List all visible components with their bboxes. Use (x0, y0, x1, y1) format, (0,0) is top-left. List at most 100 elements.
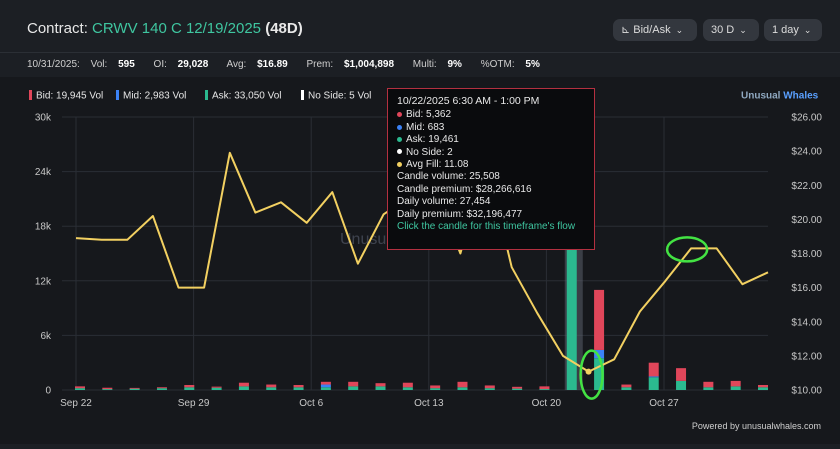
x-tick-label: Sep 22 (60, 398, 92, 409)
bar-bid[interactable] (676, 368, 686, 381)
bar-ask[interactable] (212, 388, 222, 390)
bar-ask[interactable] (430, 388, 440, 390)
bar-ask[interactable] (403, 387, 413, 390)
y-right-tick-label: $20.00 (791, 215, 822, 226)
x-tick-label: Oct 6 (299, 398, 323, 409)
bar-bid[interactable] (758, 385, 768, 387)
bar-ask[interactable] (512, 389, 522, 390)
bar-ask[interactable] (321, 387, 331, 390)
bar-ask[interactable] (348, 386, 358, 390)
y-right-tick-label: $22.00 (791, 181, 822, 192)
bar-ask[interactable] (102, 389, 112, 390)
tooltip-daily-volume: Daily volume: 27,454 (397, 196, 585, 208)
bar-bid[interactable] (75, 386, 85, 388)
tooltip-cta[interactable]: Click the candle for this timeframe's fl… (397, 221, 585, 233)
bar-bid[interactable] (321, 382, 331, 385)
bar-ask[interactable] (676, 381, 686, 390)
chart-type-dropdown[interactable]: ⊾ Bid/Ask⌄ (613, 19, 697, 41)
bar-bid[interactable] (430, 385, 440, 388)
prem-value: $1,004,898 (344, 59, 394, 70)
mid-dot-icon (397, 125, 402, 130)
bar-ask[interactable] (157, 388, 167, 390)
vol-label: Vol: (91, 59, 108, 70)
x-tick-label: Oct 20 (532, 398, 562, 409)
legend-noside-label[interactable]: No Side: 5 Vol (308, 91, 371, 102)
bar-bid[interactable] (157, 387, 167, 388)
bar-ask[interactable] (294, 387, 304, 390)
legend-ask-label[interactable]: Ask: 33,050 Vol (212, 91, 282, 102)
multi-value: 9% (447, 59, 461, 70)
bar-ask[interactable] (130, 389, 140, 390)
otm-value: 5% (525, 59, 539, 70)
y-left-tick-label: 6k (40, 331, 52, 342)
bar-bid[interactable] (376, 383, 386, 386)
chart-icon: ⊾ (621, 24, 630, 36)
chevron-down-icon: ⌄ (739, 25, 747, 35)
bar-ask[interactable] (239, 386, 249, 390)
y-right-tick-label: $18.00 (791, 249, 822, 260)
multi-label: Multi: (413, 59, 437, 70)
bar-bid[interactable] (184, 385, 194, 387)
bar-bid[interactable] (457, 382, 467, 387)
bar-bid[interactable] (348, 382, 358, 387)
legend-ask-swatch (205, 90, 208, 100)
y-right-tick-label: $14.00 (791, 317, 822, 328)
bar-ask[interactable] (731, 386, 741, 390)
bar-ask[interactable] (457, 387, 467, 390)
brand-name-1: Unusual (741, 91, 781, 102)
bar-bid[interactable] (212, 387, 222, 388)
bar-ask[interactable] (184, 387, 194, 390)
y-left-tick-label: 24k (35, 167, 52, 178)
bar-bid[interactable] (102, 388, 112, 389)
bar-bid[interactable] (539, 386, 549, 389)
bar-bid[interactable] (594, 290, 604, 350)
range-label: 30 D (711, 24, 734, 36)
bar-bid[interactable] (266, 385, 276, 388)
bar-bid[interactable] (621, 385, 631, 388)
legend-bid-label[interactable]: Bid: 19,945 Vol (36, 91, 103, 102)
prem-label: Prem: (307, 59, 334, 70)
y-left-tick-label: 30k (35, 113, 52, 124)
bar-bid[interactable] (485, 385, 495, 388)
noside-dot-icon (397, 149, 402, 154)
bar-ask[interactable] (649, 377, 659, 390)
contract-name[interactable]: CRWV 140 C 12/19/2025 (92, 20, 261, 37)
bar-bid[interactable] (731, 381, 741, 386)
x-tick-label: Oct 27 (649, 398, 679, 409)
vol-value: 595 (118, 59, 135, 70)
bar-ask[interactable] (75, 388, 85, 390)
y-right-tick-label: $12.00 (791, 351, 822, 362)
y-axis-right: $10.00$12.00$14.00$16.00$18.00$20.00$22.… (791, 113, 822, 397)
contract-label: Contract: (27, 20, 88, 37)
chevron-down-icon: ⌄ (676, 25, 684, 35)
bar-mid[interactable] (649, 376, 659, 377)
bar-bid[interactable] (239, 383, 249, 387)
bar-ask[interactable] (376, 386, 386, 390)
bar-ask[interactable] (266, 387, 276, 390)
bar-bid[interactable] (703, 382, 713, 387)
highlight-point[interactable] (586, 369, 592, 375)
legend: Bid: 19,945 Vol Mid: 2,983 Vol Ask: 33,0… (29, 90, 371, 102)
bid-dot-icon (397, 112, 402, 117)
bar-ask[interactable] (621, 387, 631, 390)
tooltip-title: 10/22/2025 6:30 AM - 1:00 PM (397, 95, 585, 107)
bar-bid[interactable] (512, 387, 522, 389)
bar-ask[interactable] (539, 389, 549, 390)
bar-mid[interactable] (321, 385, 331, 388)
bar-ask[interactable] (758, 387, 768, 390)
range-dropdown[interactable]: 30 D ⌄ (703, 19, 759, 41)
bar-ask[interactable] (485, 388, 495, 390)
bar-bid[interactable] (294, 385, 304, 387)
bar-bid[interactable] (649, 363, 659, 377)
bar-bid[interactable] (130, 388, 140, 389)
legend-mid-swatch (116, 90, 119, 100)
y-left-tick-label: 0 (45, 386, 51, 397)
bar-ask[interactable] (703, 387, 713, 390)
interval-dropdown[interactable]: 1 day⌄ (764, 19, 822, 41)
brand-logo: Unusual Whales (741, 91, 819, 102)
bar-bid[interactable] (403, 383, 413, 388)
y-left-tick-label: 18k (35, 222, 52, 233)
legend-mid-label[interactable]: Mid: 2,983 Vol (123, 91, 186, 102)
